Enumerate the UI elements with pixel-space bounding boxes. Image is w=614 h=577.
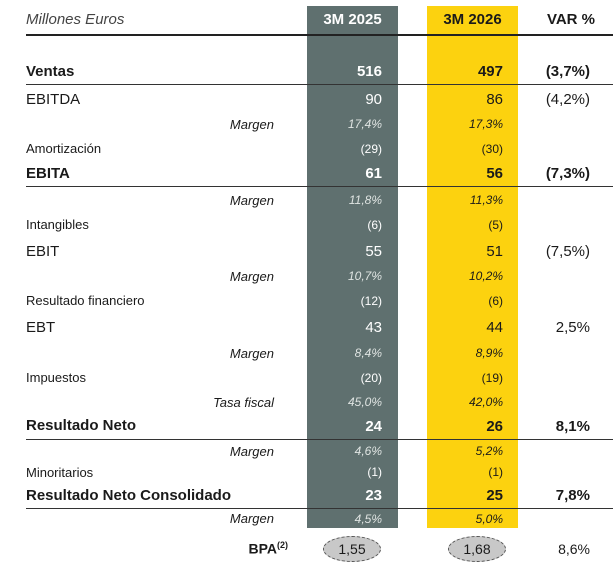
row-label-resultado-consolidado: Resultado Neto Consolidado bbox=[26, 487, 232, 504]
value-2025-impuestos: (20) bbox=[360, 371, 382, 385]
value-2026-ebt: 44 bbox=[486, 319, 503, 336]
value-2025-consolidado: 23 bbox=[365, 487, 382, 504]
value-2026-ebitda-margin: 17,3% bbox=[468, 117, 503, 131]
value-2025-ebitda: 90 bbox=[365, 91, 382, 108]
var-consolidado: 7,8% bbox=[555, 487, 590, 504]
row-label-resultado-neto: Resultado Neto bbox=[26, 417, 137, 434]
tax-rate-label: Tasa fiscal bbox=[213, 395, 274, 410]
var-ebita: (7,3%) bbox=[545, 165, 590, 182]
value-2026-minoritarios: (1) bbox=[488, 465, 503, 479]
value-2026-neto-margin: 5,2% bbox=[475, 444, 503, 458]
column-2026-background bbox=[427, 6, 518, 528]
var-ebitda: (4,2%) bbox=[545, 91, 590, 108]
column-header-var: VAR % bbox=[546, 11, 595, 28]
row-label-amortizacion: Amortización bbox=[26, 141, 102, 156]
var-bpa: 8,6% bbox=[558, 541, 590, 557]
value-2025-minoritarios: (1) bbox=[367, 465, 382, 479]
var-ventas: (3,7%) bbox=[545, 63, 590, 80]
column-header-2025: 3M 2025 bbox=[323, 11, 382, 28]
var-ebit: (7,5%) bbox=[545, 243, 590, 260]
value-2025-resultado-neto: 24 bbox=[365, 418, 382, 435]
value-2026-consolidado-margin: 5,0% bbox=[475, 512, 503, 526]
margin-label-ebita: Margen bbox=[229, 193, 274, 208]
value-2025-ebita-margin: 11,8% bbox=[348, 193, 382, 207]
value-2026-bpa: 1,68 bbox=[463, 541, 491, 557]
row-label-ebt: EBT bbox=[26, 319, 56, 336]
value-2025-tax-rate: 45,0% bbox=[347, 395, 382, 409]
column-2025-background bbox=[307, 6, 398, 528]
margin-label-ebt: Margen bbox=[229, 346, 274, 361]
value-2026-intangibles: (5) bbox=[488, 218, 503, 232]
row-label-financiero: Resultado financiero bbox=[26, 293, 145, 308]
value-2025-neto-margin: 4,6% bbox=[354, 444, 382, 458]
value-2025-ebit-margin: 10,7% bbox=[347, 269, 382, 283]
bpa-2025-pill: 1,55 bbox=[323, 536, 381, 562]
value-2026-ventas: 497 bbox=[477, 63, 503, 80]
value-2026-financiero: (6) bbox=[488, 294, 503, 308]
row-label-ebitda: EBITDA bbox=[26, 91, 81, 108]
var-ebt: 2,5% bbox=[555, 319, 590, 336]
margin-label-ebit: Margen bbox=[229, 269, 274, 284]
row-label-impuestos: Impuestos bbox=[26, 370, 86, 385]
column-header-2026: 3M 2026 bbox=[443, 11, 502, 28]
bpa-2026-pill: 1,68 bbox=[448, 536, 506, 562]
value-2025-amortizacion: (29) bbox=[360, 142, 382, 156]
value-2026-ebit: 51 bbox=[486, 243, 503, 260]
value-2025-intangibles: (6) bbox=[367, 218, 382, 232]
value-2025-financiero: (12) bbox=[360, 294, 382, 308]
row-divider bbox=[26, 508, 613, 509]
value-2026-impuestos: (19) bbox=[481, 371, 503, 385]
value-2025-ebita: 61 bbox=[365, 165, 382, 182]
margin-label-consolidado: Margen bbox=[229, 511, 274, 526]
table-title: Millones Euros bbox=[26, 11, 125, 28]
value-2025-ebitda-margin: 17,4% bbox=[347, 117, 382, 131]
bpa-footnote-ref: (2) bbox=[277, 540, 288, 550]
row-label-ebit: EBIT bbox=[26, 243, 60, 260]
margin-label-ebitda: Margen bbox=[229, 117, 274, 132]
value-2026-ebita-margin: 11,3% bbox=[469, 193, 503, 207]
var-resultado-neto: 8,1% bbox=[555, 418, 590, 435]
row-label-bpa: BPA(2) bbox=[248, 541, 288, 556]
value-2025-consolidado-margin: 4,5% bbox=[354, 512, 382, 526]
row-label-minoritarios: Minoritarios bbox=[26, 465, 94, 480]
row-label-ventas: Ventas bbox=[26, 63, 75, 80]
value-2025-ventas: 516 bbox=[356, 63, 382, 80]
value-2025-ebt-margin: 8,4% bbox=[354, 346, 382, 360]
bpa-label-text: BPA bbox=[248, 540, 277, 557]
value-2026-tax-rate: 42,0% bbox=[468, 395, 503, 409]
margin-label-resultado-neto: Margen bbox=[229, 444, 274, 459]
value-2025-ebt: 43 bbox=[365, 319, 382, 336]
value-2026-consolidado: 25 bbox=[486, 487, 503, 504]
row-divider bbox=[26, 186, 613, 187]
value-2026-resultado-neto: 26 bbox=[486, 418, 503, 435]
value-2025-ebit: 55 bbox=[365, 243, 382, 260]
value-2025-bpa: 1,55 bbox=[338, 541, 366, 557]
value-2026-ebitda: 86 bbox=[486, 91, 503, 108]
row-divider bbox=[26, 84, 613, 85]
header-divider bbox=[26, 34, 613, 36]
value-2026-ebita: 56 bbox=[486, 165, 503, 182]
value-2026-amortizacion: (30) bbox=[481, 142, 503, 156]
row-label-intangibles: Intangibles bbox=[26, 217, 89, 232]
row-divider bbox=[26, 439, 613, 440]
row-label-ebita: EBITA bbox=[26, 165, 70, 182]
value-2026-ebit-margin: 10,2% bbox=[468, 269, 503, 283]
value-2026-ebt-margin: 8,9% bbox=[475, 346, 503, 360]
